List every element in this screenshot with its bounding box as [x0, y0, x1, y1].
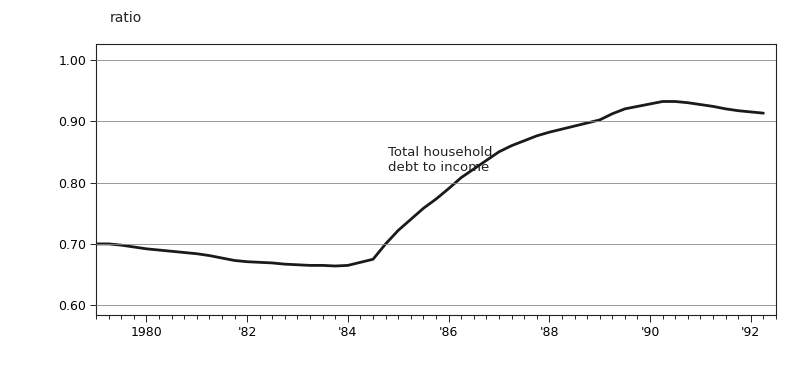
- Text: Total household
debt to income: Total household debt to income: [388, 147, 493, 174]
- Text: ratio: ratio: [110, 11, 142, 26]
